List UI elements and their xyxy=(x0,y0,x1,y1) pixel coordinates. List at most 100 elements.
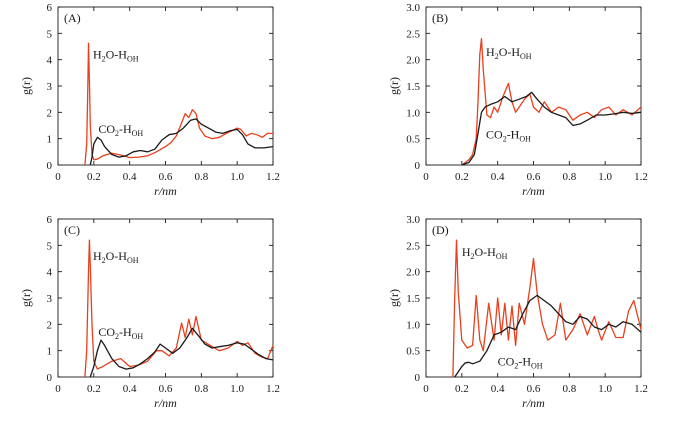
x-tick-label: 0.4 xyxy=(491,383,505,395)
panel-label: (A) xyxy=(64,11,81,25)
x-axis-label: r/nm xyxy=(522,184,545,198)
x-tick-label: 0.6 xyxy=(527,171,541,183)
y-tick-label: 3 xyxy=(47,293,53,305)
x-tick-label: 0 xyxy=(55,383,61,395)
y-tick-label: 3 xyxy=(47,81,53,93)
y-tick-label: 2.5 xyxy=(406,28,420,40)
y-tick-label: 1.5 xyxy=(406,293,420,305)
y-tick-label: 0 xyxy=(47,160,53,172)
series-annotation: CO2-HOH xyxy=(98,122,143,138)
x-tick-label: 1.0 xyxy=(230,383,244,395)
annotation-part: -H xyxy=(119,122,132,136)
x-axis-label: r/nm xyxy=(154,184,177,198)
panel-label: (B) xyxy=(432,11,448,25)
x-tick-label: 0.6 xyxy=(527,383,541,395)
annotation-part: O-H xyxy=(106,249,128,263)
x-tick-label: 0.6 xyxy=(159,383,173,395)
panel-c: 0 0.2 0.4 0.6 0.8 1.0 1.20123456r/nmg(r)(C)H2O… xyxy=(19,214,280,410)
x-tick-label: 0.2 xyxy=(455,383,469,395)
annotation-subscript: 2 xyxy=(514,361,518,370)
annotation-subscript: 2 xyxy=(115,332,119,341)
x-tick-label: 0.8 xyxy=(194,171,208,183)
panel-b: 0 0.2 0.4 0.6 0.8 1.0 1.2 0 0.5 1.0 1.5 2.0 2.5 3.0 r/… xyxy=(387,2,648,198)
x-tick-label: 0.2 xyxy=(87,383,101,395)
annotation-subscript: OH xyxy=(127,256,139,265)
co2-hoh-series-line xyxy=(461,91,642,166)
plot-frame xyxy=(57,6,274,166)
y-tick-label: 5 xyxy=(47,240,53,252)
x-tick-label: 0.8 xyxy=(562,383,576,395)
y-axis-label: g(r) xyxy=(387,289,401,307)
x-axis-label: r/nm xyxy=(154,396,177,410)
y-axis-label: g(r) xyxy=(19,77,33,95)
x-tick-label: 0.8 xyxy=(562,171,576,183)
y-tick-label: 0 xyxy=(415,160,421,172)
series-annotation: CO2-HOH xyxy=(98,325,143,341)
panel-a: 0 0.2 0.4 0.6 0.8 1.0 1.20123456r/nmg(r)(A)H2O… xyxy=(19,2,280,198)
y-tick-label: 6 xyxy=(47,214,53,226)
annotation-subscript: 2 xyxy=(115,129,119,138)
y-tick-label: 3.0 xyxy=(406,214,420,226)
annotation-part: -H xyxy=(518,354,531,368)
co2-hoh-series-line xyxy=(454,294,642,378)
y-tick-label: 0.5 xyxy=(406,346,420,358)
annotation-subscript: 2 xyxy=(503,135,507,144)
x-tick-label: 0.6 xyxy=(159,171,173,183)
y-tick-label: 2.0 xyxy=(406,55,420,67)
annotation-part: O-H xyxy=(499,45,521,59)
annotation-subscript: 2 xyxy=(102,256,106,265)
y-tick-label: 6 xyxy=(47,2,53,14)
y-tick-label: 3.0 xyxy=(406,2,420,14)
annotation-part: CO xyxy=(98,122,115,136)
panel-label: (D) xyxy=(432,223,449,237)
x-tick-label: 0.4 xyxy=(491,171,505,183)
panel-label: (C) xyxy=(64,223,80,237)
y-tick-label: 1.5 xyxy=(406,81,420,93)
y-tick-label: 4 xyxy=(47,55,53,67)
h2o-hoh-series-line xyxy=(452,239,642,378)
y-tick-label: 2 xyxy=(47,107,53,119)
annotation-part: CO xyxy=(98,325,115,339)
y-axis-label: g(r) xyxy=(387,77,401,95)
annotation-subscript: OH xyxy=(519,135,531,144)
x-tick-label: 1.0 xyxy=(230,171,244,183)
y-tick-label: 5 xyxy=(47,28,53,40)
annotation-part: CO xyxy=(498,354,515,368)
annotation-subscript: 2 xyxy=(102,54,106,63)
annotation-subscript: OH xyxy=(132,129,144,138)
annotation-part: -H xyxy=(119,325,132,339)
y-tick-label: 4 xyxy=(47,267,53,279)
annotation-part: -H xyxy=(507,128,520,142)
y-tick-label: 0.5 xyxy=(406,134,420,146)
series-annotation: CO2-HOH xyxy=(498,354,543,370)
annotation-part: H xyxy=(93,249,102,263)
y-tick-label: 1 xyxy=(47,346,53,358)
x-tick-label: 0.8 xyxy=(194,383,208,395)
annotation-subscript: OH xyxy=(520,52,532,61)
series-annotation: CO2-HOH xyxy=(486,128,531,144)
annotation-part: O-H xyxy=(106,47,128,61)
series-annotation: H2O-HOH xyxy=(93,249,139,265)
annotation-subscript: OH xyxy=(127,54,139,63)
y-tick-label: 2.5 xyxy=(406,240,420,252)
x-tick-label: 0.2 xyxy=(87,171,101,183)
plot-frame xyxy=(425,6,642,166)
x-tick-label: 0.4 xyxy=(123,383,137,395)
x-tick-label: 1.0 xyxy=(598,171,612,183)
x-tick-label: 1.2 xyxy=(634,171,648,183)
y-tick-label: 1.0 xyxy=(406,107,420,119)
annotation-part: CO xyxy=(486,128,503,142)
series-annotation: H2O-HOH xyxy=(486,45,532,61)
annotation-part: H xyxy=(462,245,471,259)
annotation-part: H xyxy=(93,47,102,61)
y-tick-label: 2 xyxy=(47,319,53,331)
annotation-subscript: 2 xyxy=(471,252,475,261)
annotation-subscript: OH xyxy=(531,361,543,370)
annotation-part: H xyxy=(486,45,495,59)
annotation-subscript: 2 xyxy=(495,52,499,61)
annotation-subscript: OH xyxy=(132,332,144,341)
y-axis-label: g(r) xyxy=(19,289,33,307)
y-tick-label: 1.0 xyxy=(406,319,420,331)
co2-hoh-series-line xyxy=(89,118,274,166)
